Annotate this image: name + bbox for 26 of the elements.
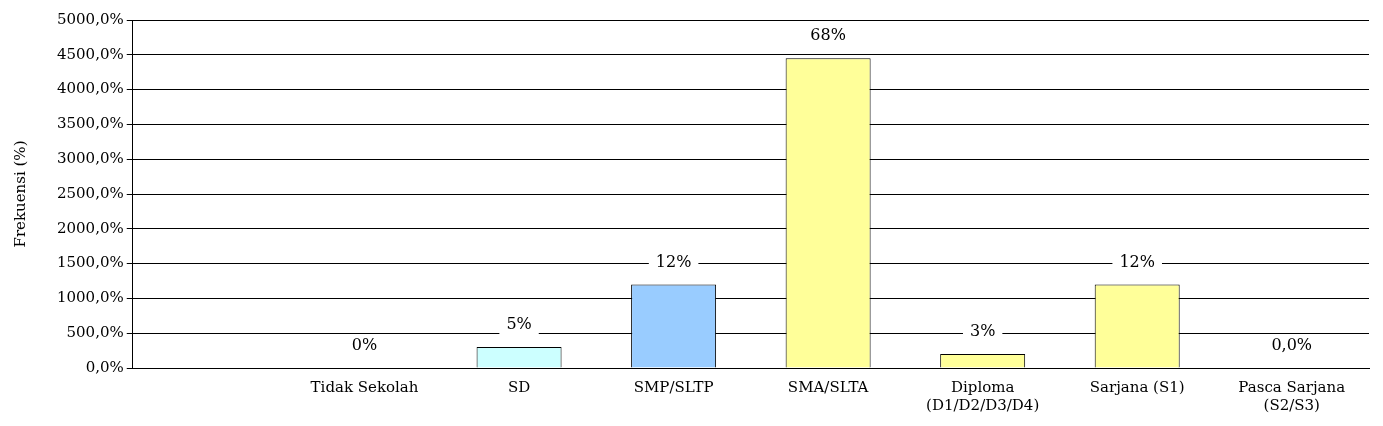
x-tick-label: Sarjana (S1)	[1089, 377, 1185, 396]
x-tick-label: Tidak Sekolah	[310, 377, 419, 396]
annotation: 68%	[810, 25, 846, 45]
y-tick-label: 4000,0%	[56, 79, 124, 98]
annotation: 12%	[1119, 251, 1155, 271]
y-tick-label: 3500,0%	[56, 114, 124, 133]
annotation: 5%	[506, 314, 532, 334]
annotation: 3%	[969, 321, 996, 341]
x-tick-label: SMA/SLTA	[787, 377, 869, 396]
annotation: 12%	[655, 251, 692, 271]
y-tick-label: 1000,0%	[56, 288, 124, 307]
y-tick-label: 1500,0%	[56, 253, 124, 272]
y-tick-label: 3000,0%	[56, 149, 124, 168]
y-axis-title: Frekuensi (%)	[10, 140, 29, 248]
y-tick-label: 5000,0%	[56, 9, 124, 28]
annotation: 0%	[351, 335, 378, 355]
x-tick-label: SMP/SLTP	[633, 377, 714, 396]
y-tick-label: 0,0%	[85, 357, 124, 376]
y-tick-label: 2000,0%	[56, 218, 124, 237]
y-tick-label: 500,0%	[66, 323, 124, 342]
annotation: 0,0%	[1271, 335, 1313, 355]
y-tick-label: 2500,0%	[56, 183, 124, 202]
x-tick-label: SD	[507, 377, 531, 396]
y-tick-label: 4500,0%	[56, 44, 124, 63]
x-tick-label: Pasca Sarjana (S2/S3)	[1238, 377, 1346, 414]
x-tick-label: Diploma (D1/D2/D3/D4)	[926, 377, 1040, 414]
